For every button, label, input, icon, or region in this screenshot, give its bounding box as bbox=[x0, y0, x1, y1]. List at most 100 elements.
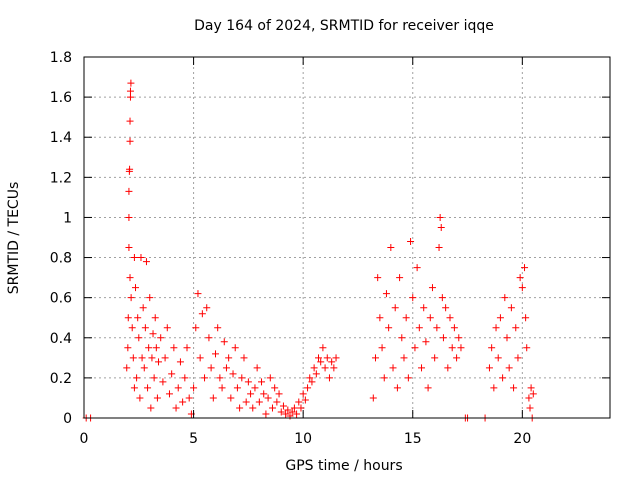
data-point bbox=[424, 384, 432, 392]
data-point bbox=[308, 378, 316, 386]
data-point bbox=[220, 338, 228, 346]
data-point bbox=[150, 374, 158, 382]
data-point bbox=[499, 374, 507, 382]
data-point bbox=[422, 338, 430, 346]
data-point bbox=[124, 344, 132, 352]
data-point bbox=[492, 324, 500, 332]
data-point bbox=[127, 294, 135, 302]
data-point bbox=[411, 344, 419, 352]
data-point bbox=[170, 344, 178, 352]
data-point bbox=[510, 384, 518, 392]
y-tick-label: 1.8 bbox=[50, 50, 72, 66]
data-point bbox=[236, 404, 244, 412]
x-tick-label: 0 bbox=[80, 431, 89, 447]
data-point bbox=[448, 344, 456, 352]
data-point bbox=[315, 354, 323, 362]
data-point bbox=[159, 378, 167, 386]
data-point bbox=[288, 408, 296, 416]
data-point bbox=[124, 314, 132, 322]
data-point bbox=[229, 370, 237, 378]
data-point bbox=[183, 344, 191, 352]
data-point bbox=[428, 284, 436, 292]
data-point bbox=[407, 238, 415, 246]
data-point bbox=[413, 264, 421, 272]
data-point bbox=[526, 404, 534, 412]
data-point bbox=[153, 394, 161, 402]
y-tick-label: 1.6 bbox=[50, 90, 72, 106]
data-point bbox=[125, 187, 133, 195]
data-point bbox=[279, 402, 287, 410]
data-point bbox=[389, 364, 397, 372]
data-point bbox=[496, 314, 504, 322]
data-point bbox=[138, 354, 146, 362]
data-point bbox=[130, 254, 138, 262]
data-point bbox=[312, 370, 320, 378]
data-point bbox=[277, 408, 285, 416]
data-point bbox=[196, 354, 204, 362]
data-point bbox=[249, 404, 257, 412]
data-point bbox=[529, 390, 537, 398]
data-point bbox=[133, 374, 141, 382]
data-point bbox=[190, 384, 198, 392]
data-point bbox=[231, 344, 239, 352]
data-point bbox=[319, 344, 327, 352]
data-point bbox=[369, 394, 377, 402]
data-point bbox=[378, 344, 386, 352]
data-point bbox=[396, 274, 404, 282]
data-point bbox=[310, 364, 318, 372]
data-point bbox=[446, 314, 454, 322]
data-point bbox=[135, 334, 143, 342]
data-point bbox=[174, 384, 182, 392]
data-point bbox=[126, 165, 134, 173]
y-tick-label: 0.6 bbox=[50, 291, 72, 307]
data-point bbox=[391, 304, 399, 312]
y-tick-label: 1.2 bbox=[50, 170, 72, 186]
data-point bbox=[490, 384, 498, 392]
data-point bbox=[317, 358, 325, 366]
data-point bbox=[453, 354, 461, 362]
data-point bbox=[142, 258, 150, 266]
data-point bbox=[501, 294, 509, 302]
data-point bbox=[137, 254, 145, 262]
data-point bbox=[418, 364, 426, 372]
data-point bbox=[163, 324, 171, 332]
data-point bbox=[126, 87, 134, 95]
data-point bbox=[149, 330, 157, 338]
data-point bbox=[181, 374, 189, 382]
data-point bbox=[518, 284, 526, 292]
data-point bbox=[371, 354, 379, 362]
x-tick-label: 5 bbox=[189, 431, 198, 447]
grid-layer bbox=[84, 57, 610, 418]
data-point bbox=[284, 406, 292, 414]
data-point bbox=[330, 364, 338, 372]
data-point bbox=[148, 354, 156, 362]
data-point bbox=[457, 344, 465, 352]
data-point bbox=[242, 398, 250, 406]
data-point bbox=[144, 384, 152, 392]
data-point bbox=[141, 324, 149, 332]
data-point bbox=[437, 223, 445, 231]
chart-title: Day 164 of 2024, SRMTID for receiver iqq… bbox=[194, 18, 494, 34]
data-point bbox=[251, 384, 259, 392]
x-axis-label: GPS time / hours bbox=[285, 458, 402, 474]
data-point bbox=[126, 93, 134, 101]
data-point bbox=[321, 364, 329, 372]
data-point bbox=[450, 324, 458, 332]
data-point bbox=[374, 274, 382, 282]
data-point bbox=[222, 364, 230, 372]
x-tick-label: 20 bbox=[513, 431, 531, 447]
data-point bbox=[129, 354, 137, 362]
data-point bbox=[299, 390, 307, 398]
plot-frame bbox=[83, 56, 611, 419]
data-point bbox=[507, 304, 515, 312]
data-point bbox=[262, 410, 270, 418]
data-point bbox=[398, 334, 406, 342]
data-point bbox=[382, 290, 390, 298]
data-point bbox=[225, 354, 233, 362]
data-point bbox=[325, 374, 333, 382]
data-point bbox=[485, 364, 493, 372]
data-point bbox=[227, 394, 235, 402]
data-point bbox=[387, 244, 395, 252]
data-point bbox=[264, 394, 272, 402]
data-point bbox=[505, 364, 513, 372]
